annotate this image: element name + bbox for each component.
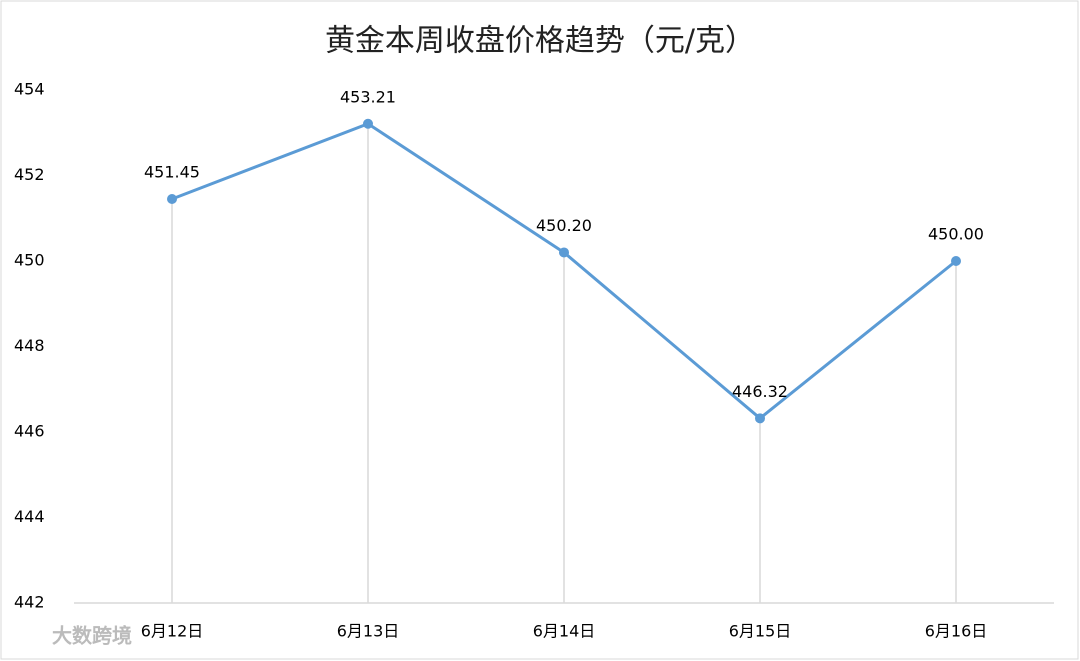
y-tick-label: 450 [14, 251, 45, 270]
marker [559, 247, 569, 258]
x-tick-label: 6月13日 [337, 622, 400, 641]
marker [167, 194, 177, 205]
x-tick-label: 6月15日 [729, 622, 792, 641]
data-label: 453.21 [340, 87, 396, 106]
marker [363, 118, 373, 129]
data-label: 451.45 [144, 163, 200, 182]
data-label: 450.20 [536, 216, 592, 235]
data-label: 446.32 [732, 382, 788, 401]
chart-title: 黄金本周收盘价格趋势（元/克） [325, 24, 755, 59]
marker [951, 256, 961, 266]
y-tick-label: 442 [14, 593, 45, 612]
x-tick-label: 6月14日 [533, 622, 596, 641]
y-tick-label: 446 [14, 422, 45, 441]
marker [755, 413, 765, 424]
y-tick-label: 444 [14, 507, 45, 526]
x-tick-label: 6月16日 [925, 622, 988, 641]
y-tick-label: 448 [14, 336, 45, 355]
data-label: 450.00 [928, 225, 984, 244]
x-tick-label: 6月12日 [141, 622, 204, 641]
y-tick-label: 454 [14, 80, 45, 99]
y-tick-label: 452 [14, 165, 45, 184]
watermark: 大数跨境 [52, 624, 132, 648]
